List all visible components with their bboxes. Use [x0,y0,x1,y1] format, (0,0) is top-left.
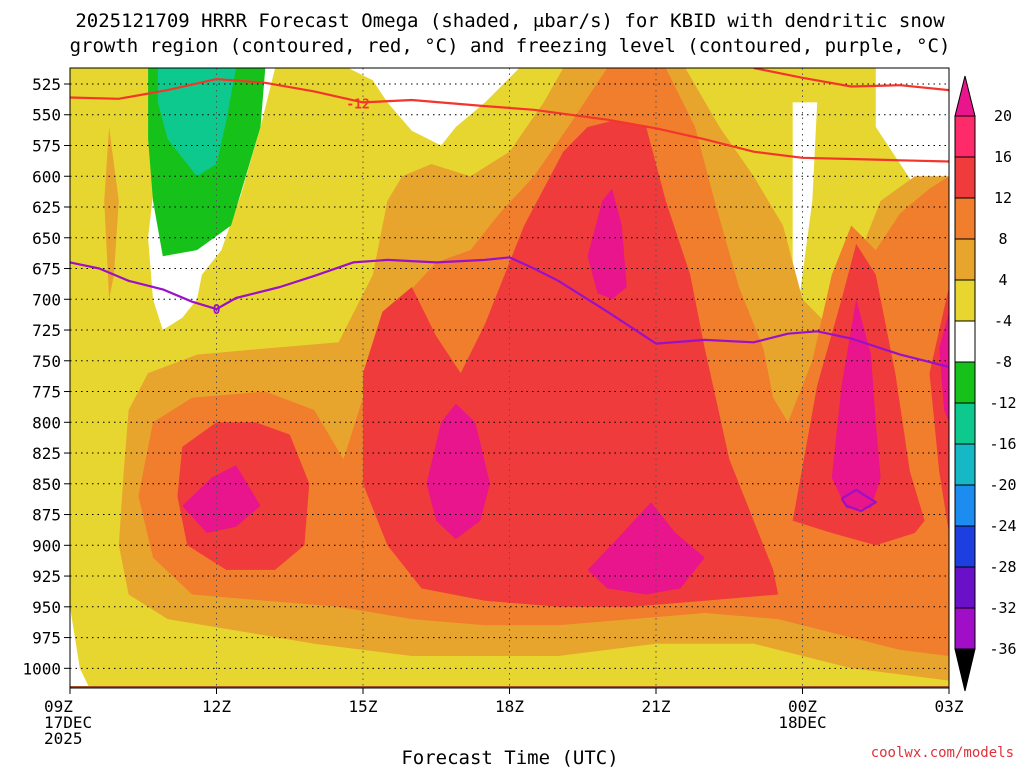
chart-title-line-1: 2025121709 HRRR Forecast Omega (shaded, … [75,10,945,32]
colorbar-label: -28 [989,558,1016,576]
x-tick-label: 21Z [642,697,671,716]
freezing-level-contour-0 [70,256,949,368]
dgz-contour-0 [70,77,949,163]
colorbar-swatch [954,361,976,404]
x-tick-label: 17DEC [44,713,92,732]
colorbar-max-arrow [954,75,976,117]
omega-region-neg4 [792,102,818,312]
colorbar-label: 12 [994,189,1012,207]
omega-region-neg12 [157,68,236,177]
colorbar-label: 16 [994,148,1012,166]
colorbar-label: 8 [998,230,1007,248]
colorbar-swatch [954,484,976,527]
omega-shading [70,68,949,688]
y-tick-label-600: 600 [32,167,61,186]
freezing-level-contour-1 [840,488,877,512]
colorbar-label: -24 [989,517,1016,535]
grid-lines [70,68,949,688]
y-axis: 525 550 575 600 625 650 675 700 725 750 775 800 825 8… [22,75,70,678]
colorbar-swatch [954,115,976,158]
y-tick-label-1000: 1000 [22,659,61,678]
x-axis-label: Forecast Time (UTC) [401,747,618,768]
colorbar-label: -12 [989,394,1016,412]
dgz-contour-1 [753,68,949,92]
ground-surface [70,686,949,688]
x-tick-label: 00Z [788,697,817,716]
colorbar-swatch [954,402,976,445]
y-tick-label-775: 775 [32,383,61,402]
y-tick-label-825: 825 [32,444,61,463]
y-tick-label-650: 650 [32,229,61,248]
y-tick-label-550: 550 [32,106,61,125]
contour-labels: -12 0 [213,98,370,318]
x-tick-label: 18DEC [778,713,826,732]
omega-region-neg4 [875,68,949,201]
omega-region-20 [426,403,490,540]
omega-region-20 [182,465,261,533]
omega-region-20 [587,502,705,595]
y-tick-label-900: 900 [32,536,61,555]
colorbar-min-arrow [954,648,976,692]
colorbar-label: -20 [989,476,1016,494]
colorbar-swatch [954,566,976,609]
colorbar-swatch [954,197,976,240]
freezing-level-contour-label: 0 [213,303,221,318]
y-tick-label-950: 950 [32,598,61,617]
y-tick-label-750: 750 [32,352,61,371]
colorbar-swatch [954,320,976,363]
plot-area [70,68,949,688]
colorbar-swatch [954,156,976,199]
y-tick-label-700: 700 [32,290,61,309]
y-tick-label-975: 975 [32,629,61,648]
omega-region-20 [831,299,881,509]
colorbar: 20 16 12 8 4 -4 -8 -12 -16 -20 -24 -28 -32 -36 [954,75,1017,692]
colorbar-label: 4 [998,271,1007,289]
colorbar-label: -4 [994,312,1012,330]
colorbar-swatch [954,525,976,568]
colorbar-swatch [954,279,976,322]
y-tick-label-925: 925 [32,567,61,586]
x-tick-label: 03Z [935,697,964,716]
colorbar-swatch [954,607,976,650]
omega-region-20 [587,188,627,300]
y-tick-label-875: 875 [32,506,61,525]
omega-region-neg4 [70,606,90,688]
y-tick-label-525: 525 [32,75,61,94]
x-tick-label: 18Z [495,697,524,716]
chart-title-line-2: growth region (contoured, red, °C) and f… [70,35,951,57]
colorbar-label: -32 [989,599,1016,617]
x-tick-label: 2025 [44,729,83,748]
y-tick-label-725: 725 [32,321,61,340]
colorbar-label: -36 [989,640,1016,658]
y-tick-label-675: 675 [32,260,61,279]
colorbar-label: -8 [994,353,1012,371]
omega-region-8 [104,127,119,300]
contour-lines [70,68,949,512]
colorbar-swatch [954,443,976,486]
y-tick-label-800: 800 [32,413,61,432]
omega-region-neg4 [348,68,520,146]
colorbar-label: -16 [989,435,1016,453]
watermark: coolwx.com/models [871,745,1014,761]
x-tick-label: 12Z [202,697,231,716]
y-tick-label-575: 575 [32,137,61,156]
x-tick-label: 15Z [349,697,378,716]
y-tick-label-625: 625 [32,198,61,217]
colorbar-label: 20 [994,107,1012,125]
omega-region-20 [939,311,949,423]
y-tick-label-850: 850 [32,475,61,494]
x-tick-label: 09Z [44,697,73,716]
dgz-contour-label: -12 [346,98,369,113]
colorbar-swatch [954,238,976,281]
